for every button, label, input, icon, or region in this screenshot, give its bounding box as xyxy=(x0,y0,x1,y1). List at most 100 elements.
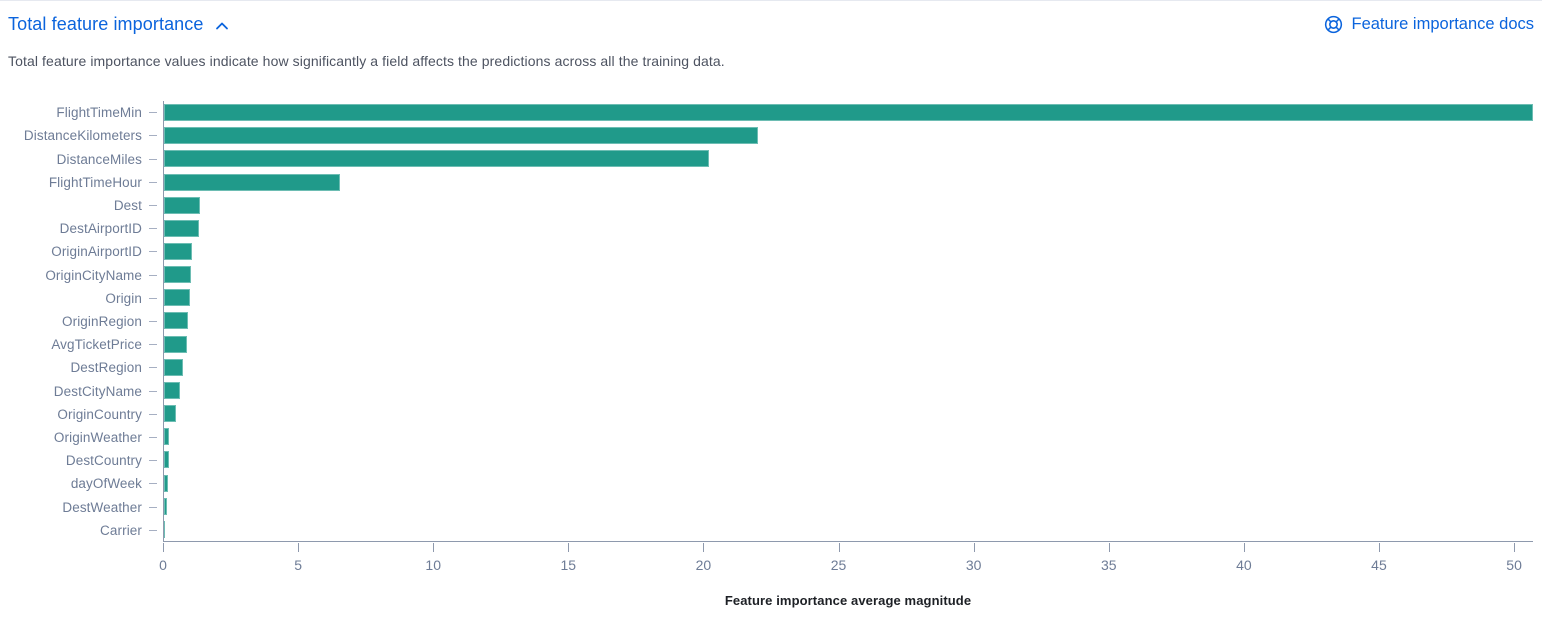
accordion-toggle-button[interactable]: Total feature importance xyxy=(8,14,230,35)
y-axis-label: OriginAirportID xyxy=(51,244,142,260)
bar-dayOfWeek xyxy=(164,474,169,492)
y-axis-tick xyxy=(149,112,157,114)
y-axis: FlightTimeMin DistanceKilometers DistanceM… xyxy=(0,101,163,542)
y-axis-label: DistanceMiles xyxy=(56,151,142,167)
y-axis-label: OriginWeather xyxy=(53,429,142,445)
y-axis-row: DistanceMiles xyxy=(0,147,163,170)
help-lifebuoy-icon xyxy=(1324,15,1343,34)
bar-row xyxy=(164,101,1533,124)
x-axis: 0 5 10 15 20 25 30 35 40 45 50 xyxy=(159,542,1533,587)
y-axis-tick xyxy=(149,228,157,230)
bar-DestCountry xyxy=(164,451,169,469)
y-axis-row: DestAirportID xyxy=(0,217,163,240)
plot-area xyxy=(163,101,1533,542)
y-axis-tick xyxy=(149,251,157,253)
y-axis-label: AvgTicketPrice xyxy=(51,337,142,353)
x-axis-tick-label: 20 xyxy=(695,557,712,573)
y-axis-label: OriginRegion xyxy=(62,313,142,329)
bar-DistanceMiles xyxy=(164,150,710,168)
y-axis-row: FlightTimeHour xyxy=(0,171,163,194)
y-axis-label: DestCountry xyxy=(65,453,142,469)
x-axis-tick-mark xyxy=(703,543,705,552)
bar-row xyxy=(164,425,1533,448)
x-axis-tick-label: 50 xyxy=(1506,557,1522,573)
y-axis-label: DestAirportID xyxy=(59,221,142,237)
x-axis-tick-label: 5 xyxy=(294,557,302,573)
bar-DistanceKilometers xyxy=(164,127,759,145)
bar-OriginRegion xyxy=(164,312,189,330)
y-axis-tick xyxy=(149,460,157,462)
y-axis-label: Carrier xyxy=(100,522,142,538)
y-axis-tick xyxy=(149,390,157,392)
y-axis-label: DestCityName xyxy=(53,383,142,399)
y-axis-tick xyxy=(149,367,157,369)
bar-OriginAirportID xyxy=(164,243,193,261)
x-axis-tick-mark xyxy=(163,543,164,552)
y-axis-label: DistanceKilometers xyxy=(23,128,142,144)
x-axis-tick-label: 40 xyxy=(1236,557,1252,573)
x-axis-tick-label: 45 xyxy=(1371,557,1387,573)
x-axis-tick-mark xyxy=(433,543,435,552)
y-axis-row: Carrier xyxy=(0,519,163,542)
x-axis-tick-mark xyxy=(298,543,300,552)
y-axis-row: Dest xyxy=(0,194,163,217)
y-axis-tick xyxy=(149,506,157,508)
bar-FlightTimeHour xyxy=(164,173,340,191)
bar-DestAirportID xyxy=(164,219,200,237)
bar-row xyxy=(164,518,1533,541)
bar-row xyxy=(164,147,1533,170)
bar-AvgTicketPrice xyxy=(164,335,187,353)
y-axis-label: OriginCityName xyxy=(45,267,142,283)
bar-row xyxy=(164,170,1533,193)
bar-row xyxy=(164,495,1533,518)
bar-row xyxy=(164,448,1533,471)
y-axis-row: OriginCountry xyxy=(0,403,163,426)
y-axis-tick xyxy=(149,413,157,415)
x-axis-tick-label: 0 xyxy=(159,557,167,573)
chevron-up-icon xyxy=(214,18,230,34)
bar-row xyxy=(164,217,1533,240)
y-axis-tick xyxy=(149,274,157,276)
x-axis-tick-label: 10 xyxy=(425,557,441,573)
y-axis-label: dayOfWeek xyxy=(70,476,142,492)
bar-row xyxy=(164,286,1533,309)
y-axis-row: OriginCityName xyxy=(0,263,163,286)
y-axis-label: FlightTimeMin xyxy=(56,105,142,121)
y-axis-row: OriginAirportID xyxy=(0,240,163,263)
bar-row xyxy=(164,379,1533,402)
panel-title: Total feature importance xyxy=(8,14,204,34)
x-axis-tick-mark xyxy=(1378,543,1380,552)
y-axis-tick xyxy=(149,297,157,299)
y-axis-label: DestRegion xyxy=(70,360,142,376)
bar-DestRegion xyxy=(164,358,184,376)
y-axis-tick xyxy=(149,344,157,346)
bar-FlightTimeMin xyxy=(164,104,1533,122)
bar-row xyxy=(164,124,1533,147)
y-axis-label: Dest xyxy=(113,197,142,213)
feature-importance-docs-link[interactable]: Feature importance docs xyxy=(1324,15,1534,34)
bar-row xyxy=(164,194,1533,217)
y-axis-tick xyxy=(149,135,157,137)
y-axis-row: dayOfWeek xyxy=(0,472,163,495)
y-axis-row: DestCountry xyxy=(0,449,163,472)
bar-Carrier xyxy=(164,520,166,538)
y-axis-row: FlightTimeMin xyxy=(0,101,163,124)
bar-row xyxy=(164,402,1533,425)
y-axis-row: Origin xyxy=(0,287,163,310)
y-axis-tick xyxy=(149,181,157,183)
y-axis-row: OriginRegion xyxy=(0,310,163,333)
y-axis-row: DistanceKilometers xyxy=(0,124,163,147)
x-axis-tick-mark xyxy=(973,543,975,552)
x-axis-tick-label: 15 xyxy=(560,557,577,573)
bar-row xyxy=(164,240,1533,263)
y-axis-tick xyxy=(149,529,157,531)
bar-row xyxy=(164,333,1533,356)
y-axis-row: OriginWeather xyxy=(0,426,163,449)
panel-description: Total feature importance values indicate… xyxy=(8,53,725,69)
bar-Origin xyxy=(164,289,190,307)
y-axis-tick xyxy=(149,436,157,438)
bar-Dest xyxy=(164,196,201,214)
bar-DestWeather xyxy=(164,497,168,515)
x-axis-tick-mark xyxy=(568,543,570,552)
